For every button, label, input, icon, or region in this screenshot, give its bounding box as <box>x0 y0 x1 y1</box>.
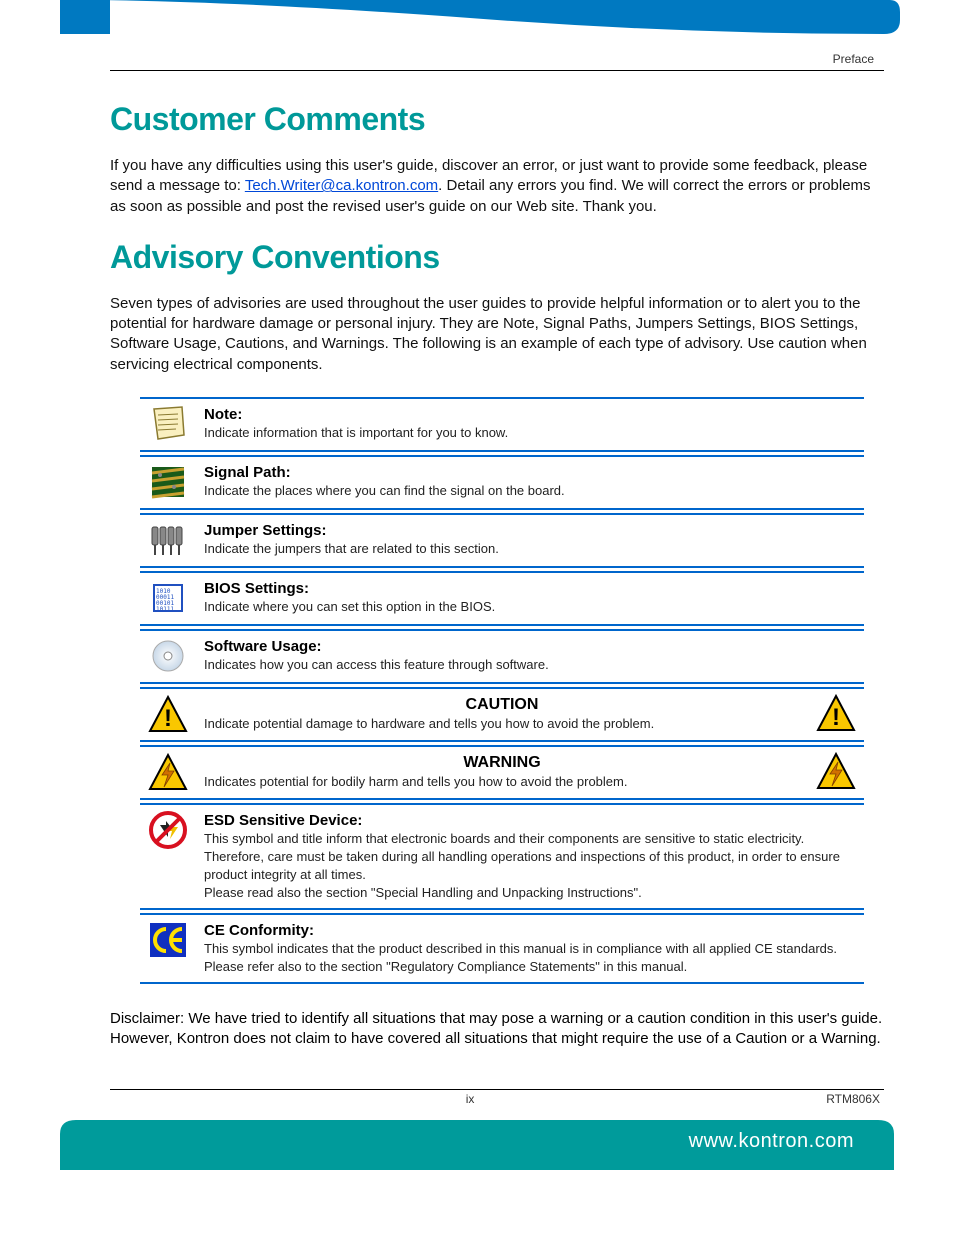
ce-icon <box>146 920 190 960</box>
advisory-text: Signal Path: Indicate the places where yo… <box>204 462 858 500</box>
advisory-title: CE Conformity: <box>204 922 314 939</box>
advisory-row-esd: ESD Sensitive Device: This symbol and tit… <box>140 803 864 910</box>
advisory-title: Note: <box>204 406 242 423</box>
page-number: ix <box>114 1092 826 1106</box>
advisory-text: CE Conformity: This symbol indicates that… <box>204 920 858 976</box>
advisory-row-caution: ! CAUTION Indicate potential damage to har… <box>140 687 864 742</box>
heading-advisory-conventions: Advisory Conventions <box>110 239 884 276</box>
svg-text:!: ! <box>832 704 840 731</box>
note-icon <box>146 404 190 444</box>
bios-icon: 1010000110010110111 <box>146 578 190 618</box>
advisory-title: BIOS Settings: <box>204 580 309 597</box>
caution-icon: ! <box>814 694 858 732</box>
customer-comments-body: If you have any difficulties using this … <box>110 156 884 217</box>
tech-writer-email-link[interactable]: Tech.Writer@ca.kontron.com <box>245 177 438 194</box>
warning-icon <box>146 752 190 792</box>
advisory-desc: Indicate information that is important f… <box>204 425 508 440</box>
footer-url: www.kontron.com <box>689 1130 854 1153</box>
advisory-title: Signal Path: <box>204 464 291 481</box>
advisory-text: Note: Indicate information that is import… <box>204 404 858 442</box>
advisory-row-note: Note: Indicate information that is import… <box>140 397 864 452</box>
advisory-title: Jumper Settings: <box>204 522 327 539</box>
advisory-desc: Indicate the jumpers that are related to… <box>204 541 499 556</box>
advisory-row-software: Software Usage: Indicates how you can acc… <box>140 629 864 684</box>
disclaimer-text: Disclaimer: We have tried to identify al… <box>0 987 954 1050</box>
advisory-text: Software Usage: Indicates how you can acc… <box>204 636 858 674</box>
signal-icon <box>146 462 190 502</box>
doc-id: RTM806X <box>826 1092 880 1106</box>
advisory-row-warning: WARNING Indicates potential for bodily ha… <box>140 745 864 800</box>
advisory-title: ESD Sensitive Device: <box>204 812 362 829</box>
footer-meta: ix RTM806X <box>110 1089 884 1106</box>
advisory-desc: This symbol and title inform that electr… <box>204 831 840 900</box>
advisory-text: BIOS Settings: Indicate where you can set… <box>204 578 858 616</box>
advisory-row-bios: 1010000110010110111 BIOS Settings: Indicat… <box>140 571 864 626</box>
jumper-icon <box>146 520 190 560</box>
advisory-title: WARNING <box>204 754 800 772</box>
top-banner <box>0 0 954 34</box>
advisory-text: CAUTION Indicate potential damage to hard… <box>204 694 800 733</box>
esd-icon <box>146 810 190 850</box>
advisory-text: Jumper Settings: Indicate the jumpers tha… <box>204 520 858 558</box>
svg-text:10111: 10111 <box>156 606 174 613</box>
heading-customer-comments: Customer Comments <box>110 101 884 138</box>
software-icon <box>146 636 190 676</box>
advisory-desc: Indicates how you can access this featur… <box>204 657 549 672</box>
advisory-title: CAUTION <box>204 696 800 714</box>
advisory-intro: Seven types of advisories are used throu… <box>110 294 884 375</box>
advisory-title: Software Usage: <box>204 638 322 655</box>
warning-icon <box>814 752 858 790</box>
advisory-text: WARNING Indicates potential for bodily ha… <box>204 752 800 791</box>
advisory-desc: Indicate where you can set this option i… <box>204 599 495 614</box>
bottom-banner: www.kontron.com <box>0 1120 954 1170</box>
advisory-row-ce: CE Conformity: This symbol indicates that… <box>140 913 864 984</box>
header-section-label: Preface <box>0 34 954 66</box>
advisory-row-jumper: Jumper Settings: Indicate the jumpers tha… <box>140 513 864 568</box>
advisory-desc: Indicate the places where you can find t… <box>204 483 565 498</box>
advisory-desc: This symbol indicates that the product d… <box>204 941 837 974</box>
svg-text:!: ! <box>164 705 172 732</box>
advisory-desc: Indicate potential damage to hardware an… <box>204 716 654 731</box>
advisory-table: Note: Indicate information that is import… <box>140 397 864 984</box>
caution-icon: ! <box>146 694 190 734</box>
advisory-row-signal: Signal Path: Indicate the places where yo… <box>140 455 864 510</box>
advisory-text: ESD Sensitive Device: This symbol and tit… <box>204 810 858 902</box>
advisory-desc: Indicates potential for bodily harm and … <box>204 774 627 789</box>
